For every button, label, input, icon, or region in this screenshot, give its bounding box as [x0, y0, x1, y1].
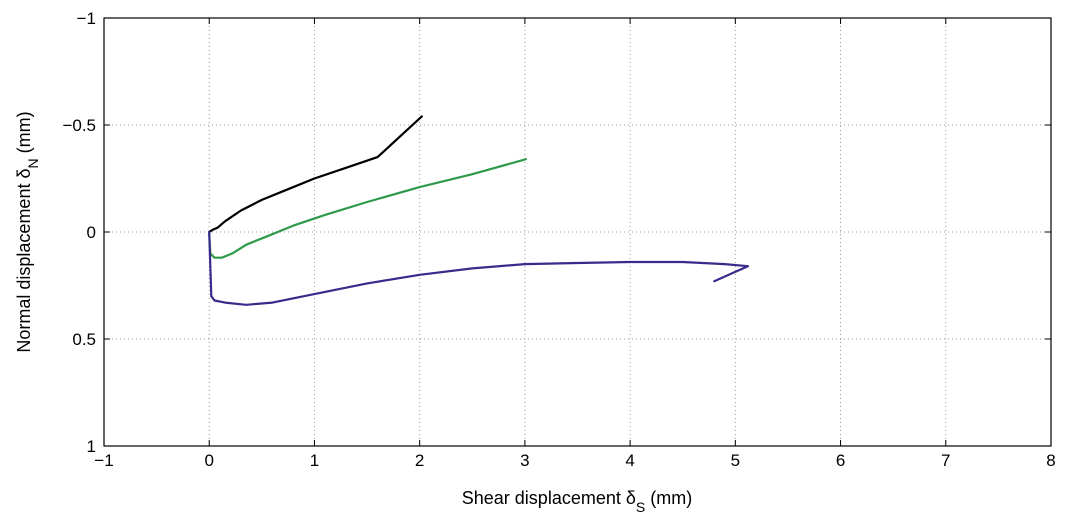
series-line-2 [208, 158, 528, 259]
y-tick-label: 1 [87, 437, 96, 456]
x-tick-label: 7 [941, 451, 950, 470]
x-tick-label: 5 [731, 451, 740, 470]
x-axis-label: Shear displacement δS (mm) [462, 488, 692, 515]
grid-layer [104, 18, 1051, 446]
x-tick-label: 6 [836, 451, 845, 470]
series-line-1 [208, 115, 423, 234]
y-axis-label: Normal displacement δN (mm) [14, 111, 41, 352]
x-tick-label: 3 [520, 451, 529, 470]
x-tick-label: 1 [310, 451, 319, 470]
y-tick-label: 0.5 [72, 330, 96, 349]
x-tick-label: 2 [415, 451, 424, 470]
x-tick-label: 4 [625, 451, 634, 470]
y-tick-label: 0 [87, 223, 96, 242]
series-layer [208, 115, 750, 306]
tick-layer: −1 0 1 2 3 4 5 6 7 8 −1 −0.5 0 0.5 1 [62, 9, 1055, 470]
y-tick-label: −0.5 [62, 116, 96, 135]
series-line-3 [208, 230, 750, 306]
x-tick-label: 8 [1046, 451, 1055, 470]
y-tick-label: −1 [77, 9, 96, 28]
x-tick-label: −1 [94, 451, 113, 470]
x-tick-label: 0 [204, 451, 213, 470]
